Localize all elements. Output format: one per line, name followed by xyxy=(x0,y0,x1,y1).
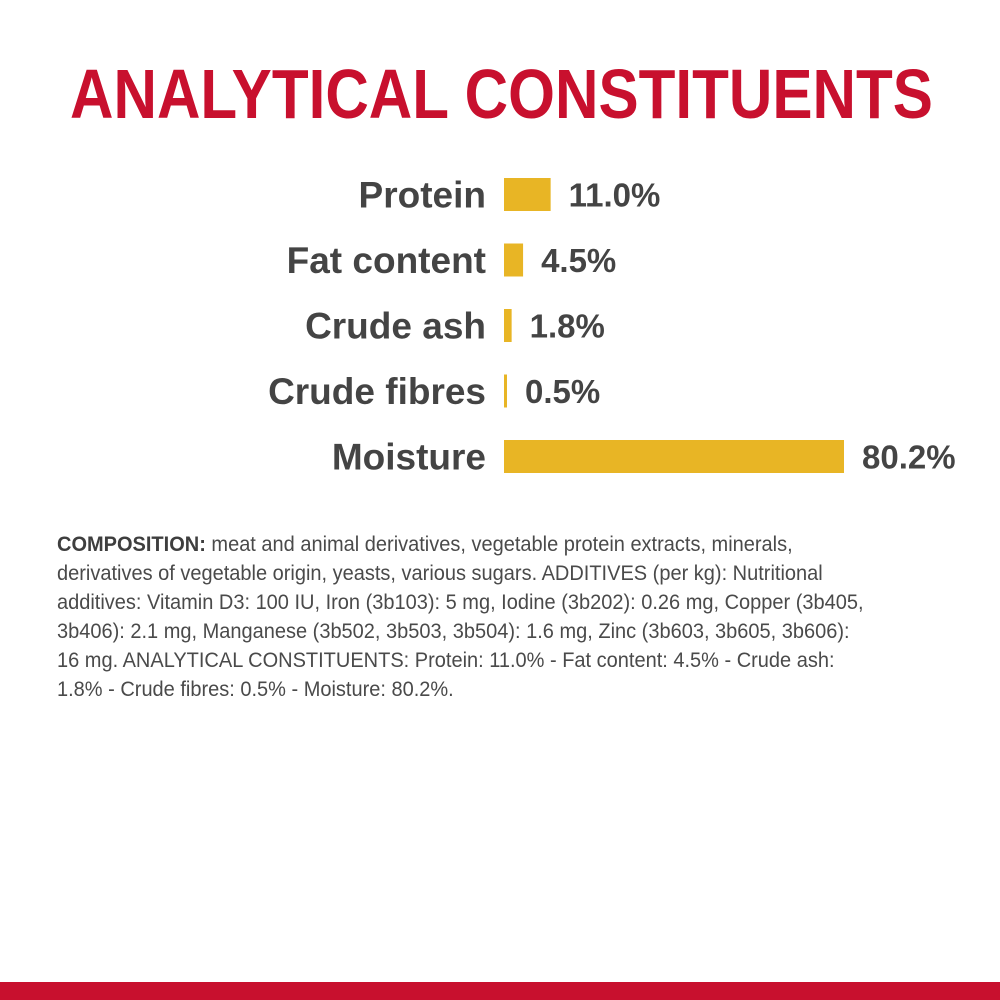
value-label: 11.0% xyxy=(569,177,661,214)
category-label: Fat content xyxy=(287,240,486,281)
value-label: 0.5% xyxy=(525,373,600,410)
value-label: 80.2% xyxy=(862,439,956,476)
composition-text: COMPOSITION: meat and animal derivatives… xyxy=(57,530,875,704)
composition-body: meat and animal derivatives, vegetable p… xyxy=(57,532,864,701)
constituents-bar-chart: Protein 11.0% Fat content 4.5% Crude ash 1.8%… xyxy=(268,175,956,478)
bar xyxy=(504,243,524,277)
bottom-accent-bar xyxy=(0,982,1000,1000)
bar xyxy=(504,309,512,342)
category-label: Protein xyxy=(359,175,486,216)
bar xyxy=(504,178,551,211)
composition-label: COMPOSITION: xyxy=(57,532,206,556)
value-label: 1.8% xyxy=(530,308,605,345)
page-title: ANALYTICAL CONSTITUENTS xyxy=(70,55,933,133)
bar xyxy=(504,374,507,408)
category-label: Crude ash xyxy=(305,306,486,347)
category-label: Crude fibres xyxy=(268,371,486,412)
category-label: Moisture xyxy=(332,437,486,478)
value-label: 4.5% xyxy=(541,242,616,279)
bar xyxy=(504,440,844,473)
